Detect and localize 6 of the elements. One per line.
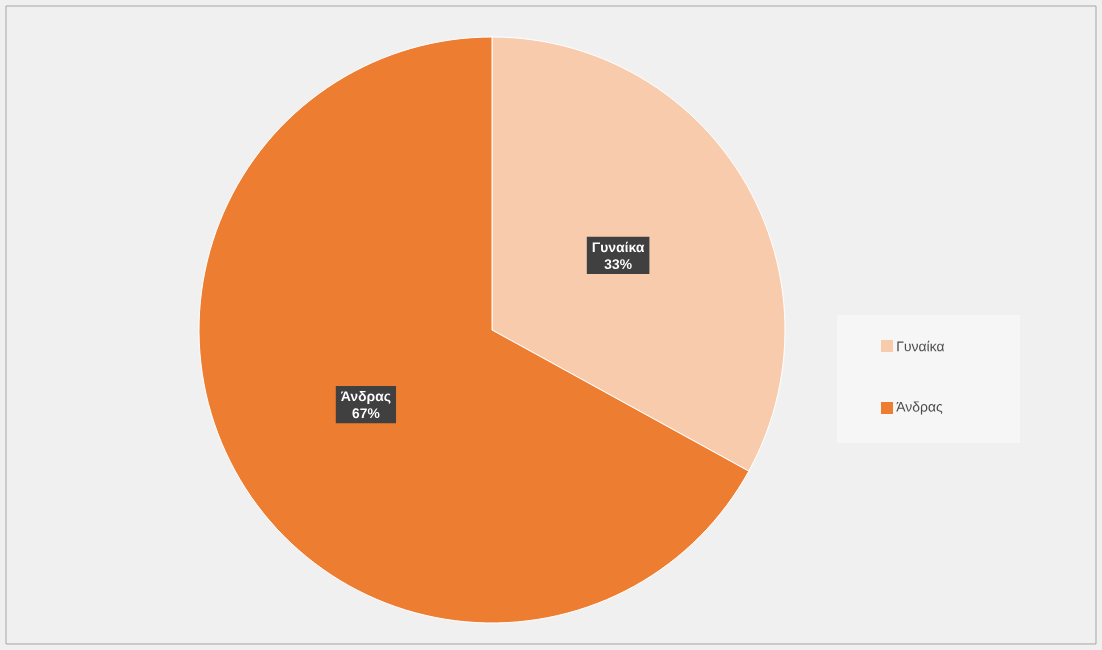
slice-label: Άνδρας bbox=[341, 390, 391, 404]
slice-label: Γυναίκα bbox=[592, 241, 645, 253]
legend-label: Γυναίκα bbox=[897, 340, 945, 352]
legend-label: Άνδρας bbox=[896, 401, 943, 415]
data-label: 67% bbox=[352, 408, 380, 419]
data-label: 33% bbox=[604, 259, 632, 270]
